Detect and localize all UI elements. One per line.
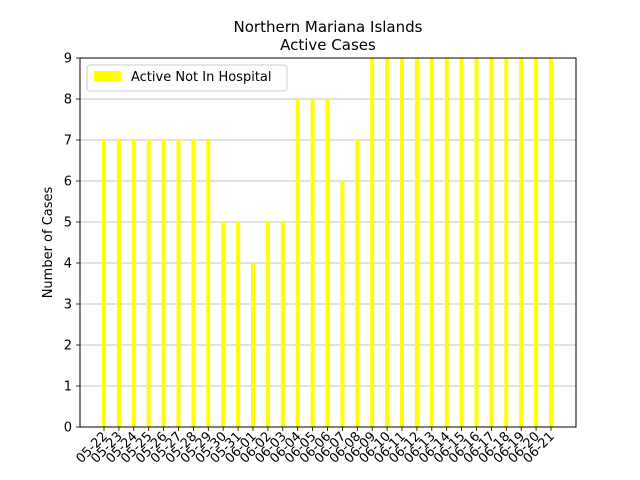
bar: [355, 140, 360, 427]
y-tick-label: 2: [64, 339, 72, 354]
bar: [236, 222, 241, 427]
bar: [191, 140, 196, 427]
bar: [310, 99, 315, 427]
y-tick-label: 0: [64, 421, 72, 436]
bar: [504, 58, 509, 427]
plot-frame: [79, 57, 577, 428]
bar: [444, 58, 449, 427]
bar: [206, 140, 211, 427]
y-tick-label: 1: [64, 380, 72, 395]
bar: [429, 58, 434, 427]
y-axis-label: Number of Cases: [41, 186, 56, 298]
bar: [251, 263, 255, 427]
bar: [146, 140, 151, 427]
y-axis: 0 1 2 3 4 5 6 7 8 9: [64, 52, 80, 436]
bar: [549, 58, 553, 427]
legend: Active Not In Hospital: [86, 64, 288, 92]
y-tick-label: 7: [64, 134, 72, 149]
legend-label: Active Not In Hospital: [131, 70, 272, 85]
bar: [325, 99, 330, 427]
bar: [385, 58, 390, 427]
y-tick-label: 6: [64, 175, 72, 190]
bar: [116, 140, 121, 427]
bar: [131, 140, 136, 427]
legend-swatch: [94, 71, 121, 81]
bar: [534, 58, 539, 427]
bar: [414, 58, 419, 427]
legend-box: [86, 64, 288, 92]
y-tick-label: 8: [64, 93, 72, 108]
bars: [102, 58, 553, 427]
bar: [474, 58, 479, 427]
y-tick-label: 5: [64, 216, 72, 231]
bar: [265, 222, 270, 427]
bar: [340, 181, 345, 427]
bar: [519, 58, 524, 427]
bar: [400, 58, 404, 427]
bar: [295, 99, 300, 427]
bar: [370, 58, 375, 427]
y-tick-label: 9: [64, 52, 72, 67]
bar: [176, 140, 181, 427]
chart-title: Northern Mariana Islands: [234, 18, 423, 36]
bar: [459, 58, 464, 427]
y-tick-label: 3: [64, 298, 72, 313]
bar: [161, 140, 166, 427]
y-tick-label: 4: [64, 257, 72, 272]
chart-subtitle: Active Cases: [280, 36, 376, 54]
bar: [489, 58, 494, 427]
bar: [102, 140, 106, 427]
bar: [221, 222, 226, 427]
bar: [280, 222, 285, 427]
